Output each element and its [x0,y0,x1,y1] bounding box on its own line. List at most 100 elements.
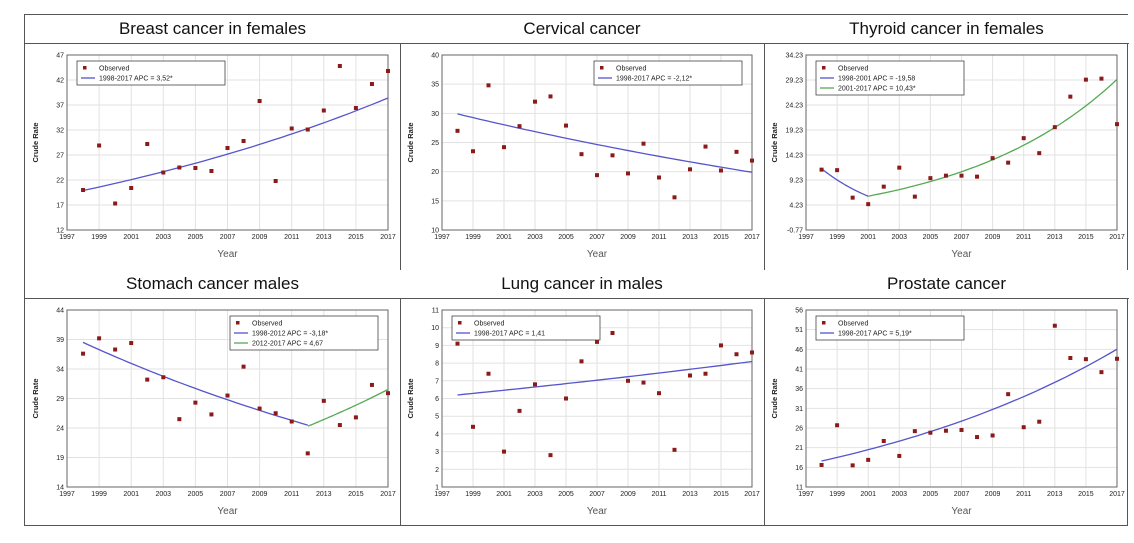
x-tick-label: 2011 [284,234,299,241]
y-tick-label: 15 [431,198,439,205]
observed-point [471,149,475,154]
plot-frame [66,54,389,231]
x-tick-label: 2003 [527,234,543,241]
x-tick-label: 2015 [713,234,729,241]
y-tick-label: 17 [56,203,64,210]
y-tick-label: 27 [56,153,64,160]
x-tick-label: 1999 [465,234,481,241]
observed-point [225,146,230,150]
y-tick-label: 7 [435,378,439,385]
observed-point [579,359,584,364]
y-tick-label: 1 [435,485,439,492]
legend-observed-label: Observed [474,321,504,328]
observed-point [145,377,150,382]
observed-point [657,175,661,180]
observed-point [688,167,692,172]
observed-point [990,433,995,438]
x-tick-label: 2005 [923,491,939,498]
x-tick-label: 2005 [188,234,204,241]
x-tick-label: 2001 [123,234,139,241]
legend-box [815,60,965,96]
y-tick-label: 47 [56,53,64,60]
observed-point [177,417,182,422]
legend-observed-label: Observed [838,66,868,73]
x-tick-label: 1997 [798,234,814,241]
observed-point [1115,122,1119,127]
fit-line [82,341,308,426]
y-tick-label: 11 [432,308,439,315]
chart-panel: Breast cancer in females 12 17 22 27 32 37 42 47… [25,15,400,270]
observed-point [113,201,118,206]
chart-panel: Cervical cancer 10 15 20 25 30 35 40 1997 1999 200… [400,15,764,270]
observed-point [113,347,118,352]
chart-title: Lung cancer in males [400,270,764,299]
observed-point [595,339,599,344]
observed-point [579,152,584,157]
observed-point [881,184,886,189]
observed-point [881,438,886,443]
y-tick-label: 42 [56,78,64,85]
x-tick-label: 2007 [589,234,605,241]
observed-point [672,447,677,452]
y-tick-label: 5 [435,414,439,421]
observed-point [1052,125,1057,130]
observed-point [225,393,230,398]
x-tick-label: 2007 [954,491,970,498]
y-tick-label: 4.23 [789,203,803,210]
observed-point [959,427,964,432]
observed-point [1021,136,1026,141]
observed-point [1099,370,1104,375]
observed-point [819,167,824,172]
fit-line [821,348,1118,462]
legend: Observed 1998-2001 APC = -19,58 2001-2017 … [815,60,965,96]
y-tick-label: 14.23 [785,153,803,160]
y-tick-label: 25 [431,140,439,147]
observed-point [835,423,840,428]
x-tick-label: 1999 [829,491,845,498]
y-tick-label: 2 [435,467,439,474]
observed-point [672,195,677,200]
observed-point [273,411,278,416]
y-tick-label: 32 [56,128,64,135]
chart-plot: -0.77 4.23 9.23 14.23 19.23 24.23 29.23 34.23 19… [770,53,1125,261]
x-tick-label: 2017 [744,491,760,498]
y-tick-label: 6 [435,396,439,403]
y-tick-label: 10 [431,228,439,235]
observed-point [959,173,964,178]
x-tick-label: 2001 [496,234,512,241]
observed-point [305,127,310,132]
observed-point [610,153,615,158]
observed-point [193,400,198,405]
observed-point [1052,323,1057,328]
legend-box [76,60,226,86]
x-axis-label: Year [217,506,238,517]
observed-point [719,168,723,173]
observed-point [1083,357,1088,362]
x-tick-label: 2011 [1016,234,1031,241]
observed-point [1037,419,1042,424]
y-tick-label: 44 [56,308,64,315]
y-tick-label: 24 [56,426,64,433]
legend-series-label: 1998-2017 APC = -2,12* [616,76,692,83]
observed-point [353,415,358,420]
x-tick-label: 2009 [252,234,268,241]
y-tick-label: 31 [795,406,803,413]
legend-observed-marker [236,321,240,325]
x-tick-label: 2001 [123,491,139,498]
y-tick-label: 11 [796,485,803,492]
y-tick-label: -0.77 [787,228,803,235]
legend-box [451,315,601,341]
observed-point [703,371,708,376]
observed-point [273,179,278,183]
x-tick-label: 1997 [434,491,450,498]
observed-point [257,406,262,411]
observed-point [866,457,871,462]
legend-observed-label: Observed [616,66,646,73]
legend-box [229,315,379,351]
observed-point [1021,425,1026,430]
x-axis-label: Year [587,506,608,517]
y-tick-label: 36 [795,386,803,393]
observed-point [564,396,568,401]
observed-point [386,69,390,73]
observed-point [928,430,933,435]
